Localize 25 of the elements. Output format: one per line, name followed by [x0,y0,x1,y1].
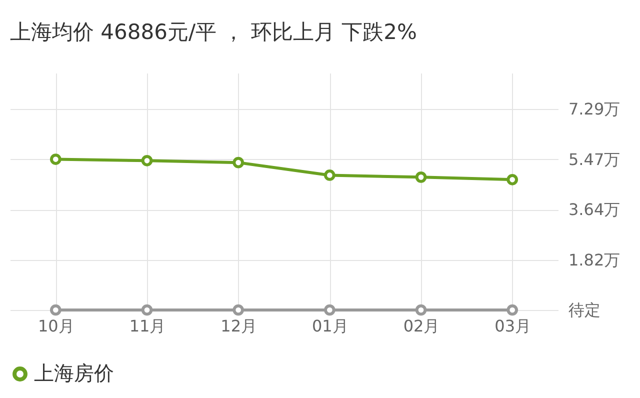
x-tick-label: 10月 [38,316,74,336]
y-tick-label: 1.82万 [568,250,620,270]
point [50,304,62,316]
y-tick-label: 待定 [568,300,600,320]
x-tick-label: 02月 [403,316,440,336]
point [50,154,62,165]
x-tick-label: 11月 [129,316,166,336]
x-tick-label: 03月 [494,316,532,336]
legend-label: 上海房价 [34,361,114,385]
point [415,304,427,316]
point [506,304,518,316]
chart-title: 上海均价 46886元/平 ， 环比上月 下跌2% [10,20,417,44]
x-tick-label: 12月 [220,316,258,336]
y-tick-label: 5.47万 [568,150,620,169]
point [141,304,153,316]
y-tick-label: 7.29万 [568,100,620,119]
point [232,304,244,316]
point [232,156,244,168]
y-tick-label: 3.64万 [568,200,620,220]
point [324,170,336,181]
point [324,304,336,316]
point [415,171,427,183]
point [141,154,153,166]
x-tick-label: 01月 [312,316,348,336]
point [506,174,518,186]
